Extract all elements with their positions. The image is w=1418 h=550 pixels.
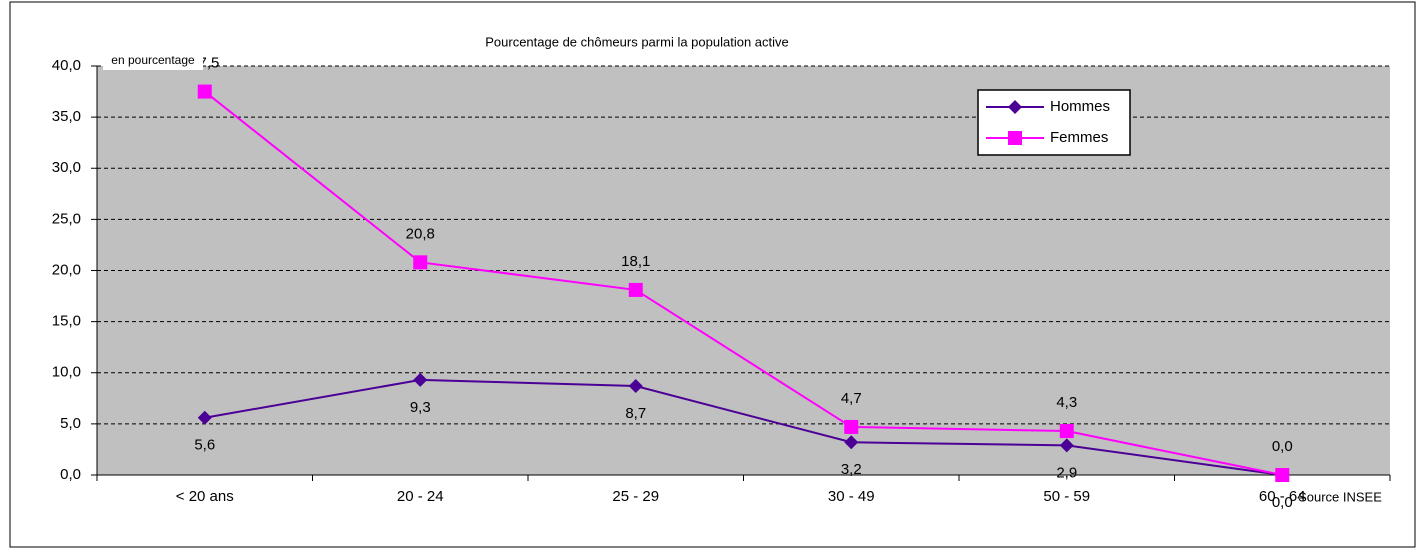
data-label: 8,7 [625, 405, 646, 422]
marker [628, 282, 643, 297]
x-tick-label: 30 - 49 [828, 488, 875, 505]
marker [1275, 468, 1290, 482]
marker [628, 379, 643, 394]
marker [844, 419, 859, 434]
data-label: 18,1 [621, 253, 650, 270]
y-label-box [103, 51, 203, 70]
y-tick-label: 40,0 [52, 57, 81, 74]
marker [197, 84, 212, 99]
series-line [204, 378, 1283, 476]
y-tick-label: 0,0 [60, 466, 81, 483]
data-label: 0,0 [1272, 438, 1293, 455]
legend-label: Femmes [1050, 129, 1108, 146]
marker [844, 435, 859, 450]
chart-title: Pourcentage de chômeurs parmi la populat… [485, 34, 789, 49]
x-tick-label: 25 - 29 [612, 488, 659, 505]
legend-box [977, 89, 1131, 156]
legend-label: Hommes [1050, 98, 1110, 115]
x-tick-label: 60 - 64 [1259, 488, 1306, 505]
data-label: 0,0 [1272, 494, 1293, 511]
y-tick-label: 35,0 [52, 108, 81, 125]
data-label: 9,3 [410, 399, 431, 416]
data-label: 20,8 [406, 225, 435, 242]
y-tick-label: 30,0 [52, 159, 81, 176]
marker [413, 255, 428, 270]
data-label: 3,2 [841, 461, 862, 478]
x-tick-label: 20 - 24 [397, 488, 444, 505]
marker [197, 410, 212, 425]
source: Source INSEE [1298, 489, 1382, 504]
y-axis-label: en pourcentage [111, 53, 195, 67]
y-tick-label: 10,0 [52, 364, 81, 381]
data-label: 5,6 [194, 437, 215, 454]
y-tick-label: 5,0 [60, 415, 81, 432]
data-label: 4,7 [841, 390, 862, 407]
series-line [204, 90, 1283, 476]
data-label: 4,3 [1056, 394, 1077, 411]
legend-marker [1008, 131, 1022, 145]
marker [413, 372, 428, 387]
marker [1059, 438, 1074, 453]
y-tick-label: 25,0 [52, 210, 81, 227]
x-tick-label: < 20 ans [176, 488, 234, 505]
y-tick-label: 15,0 [52, 313, 81, 330]
y-tick-label: 20,0 [52, 261, 81, 278]
legend-marker [1008, 100, 1022, 114]
marker [1059, 424, 1074, 439]
data-label: 2,9 [1056, 464, 1077, 481]
x-tick-label: 50 - 59 [1043, 488, 1090, 505]
